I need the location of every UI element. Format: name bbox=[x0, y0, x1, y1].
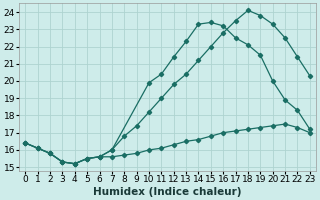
X-axis label: Humidex (Indice chaleur): Humidex (Indice chaleur) bbox=[93, 187, 242, 197]
